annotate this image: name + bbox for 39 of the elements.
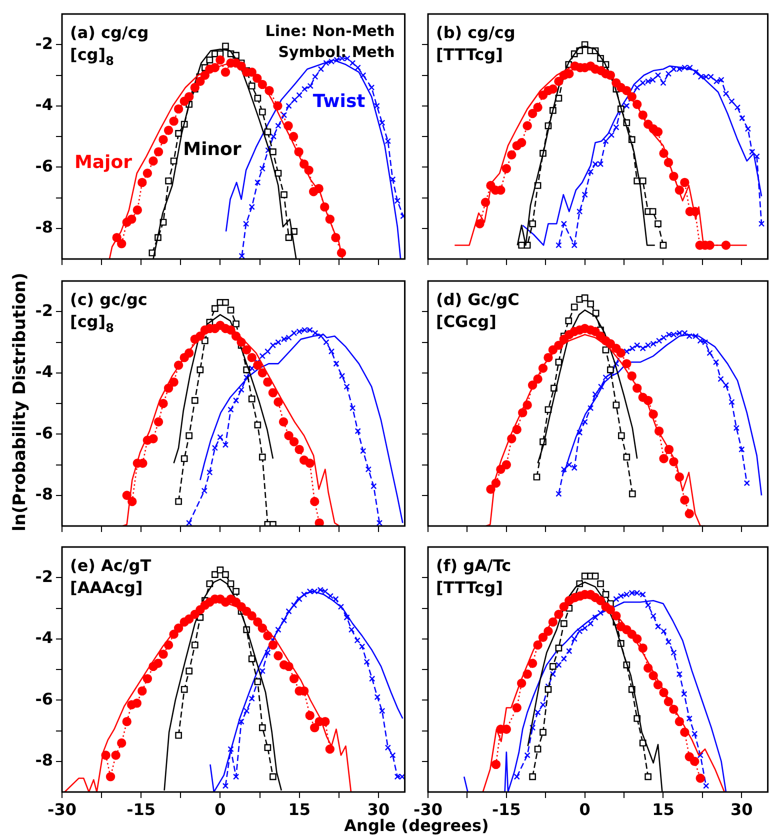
- series-label: Twist: [312, 90, 366, 112]
- y-tick-label: -2: [35, 34, 53, 53]
- y-tick-label: -8: [35, 484, 53, 504]
- y-tick-label: -4: [35, 362, 53, 381]
- text: [TTTcg]: [436, 578, 503, 597]
- x-tick-label: 0: [214, 800, 226, 819]
- text: (e) Ac/gT: [70, 556, 152, 575]
- y-tick-label: -6: [35, 689, 53, 708]
- x-tick-label: 15: [288, 800, 310, 819]
- y-tick-label: -2: [35, 300, 53, 320]
- x-tick-label: 15: [652, 800, 674, 819]
- text: (b) cg/cg: [436, 23, 516, 42]
- x-tick-label: 30: [730, 800, 753, 819]
- x-tick-label: -15: [492, 800, 521, 819]
- text: [CGcg]: [436, 312, 496, 330]
- text: (a) cg/cg: [70, 23, 149, 42]
- y-tick-label: -4: [35, 628, 53, 648]
- text: (c) gc/gc: [70, 290, 148, 308]
- x-tick-label: 30: [367, 800, 390, 819]
- text: (d) Gc/gC: [436, 290, 520, 308]
- annotation: Symbol: Meth: [278, 43, 395, 61]
- x-tick-label: -30: [414, 800, 442, 819]
- y-tick-label: -8: [35, 218, 53, 237]
- y-tick-label: -6: [35, 422, 53, 442]
- text: [AAAcg]: [70, 578, 143, 597]
- series-label: Major: [74, 152, 132, 173]
- text: [TTTcg]: [436, 45, 503, 64]
- text: (f) gA/Tc: [436, 556, 512, 575]
- annotation: Line: Non-Meth: [265, 22, 395, 40]
- series-label: Minor: [183, 139, 242, 160]
- y-tick-label: -8: [35, 750, 53, 770]
- x-axis-title: Angle (degrees): [344, 816, 489, 835]
- y-tick-label: -6: [35, 156, 53, 176]
- y-axis-title: ln(Probability Distribution): [10, 271, 30, 534]
- x-tick-label: 0: [579, 800, 590, 819]
- x-tick-label: -15: [126, 800, 156, 819]
- x-tick-label: -30: [48, 800, 76, 819]
- y-tick-label: -2: [35, 566, 53, 586]
- y-tick-label: -4: [35, 95, 53, 114]
